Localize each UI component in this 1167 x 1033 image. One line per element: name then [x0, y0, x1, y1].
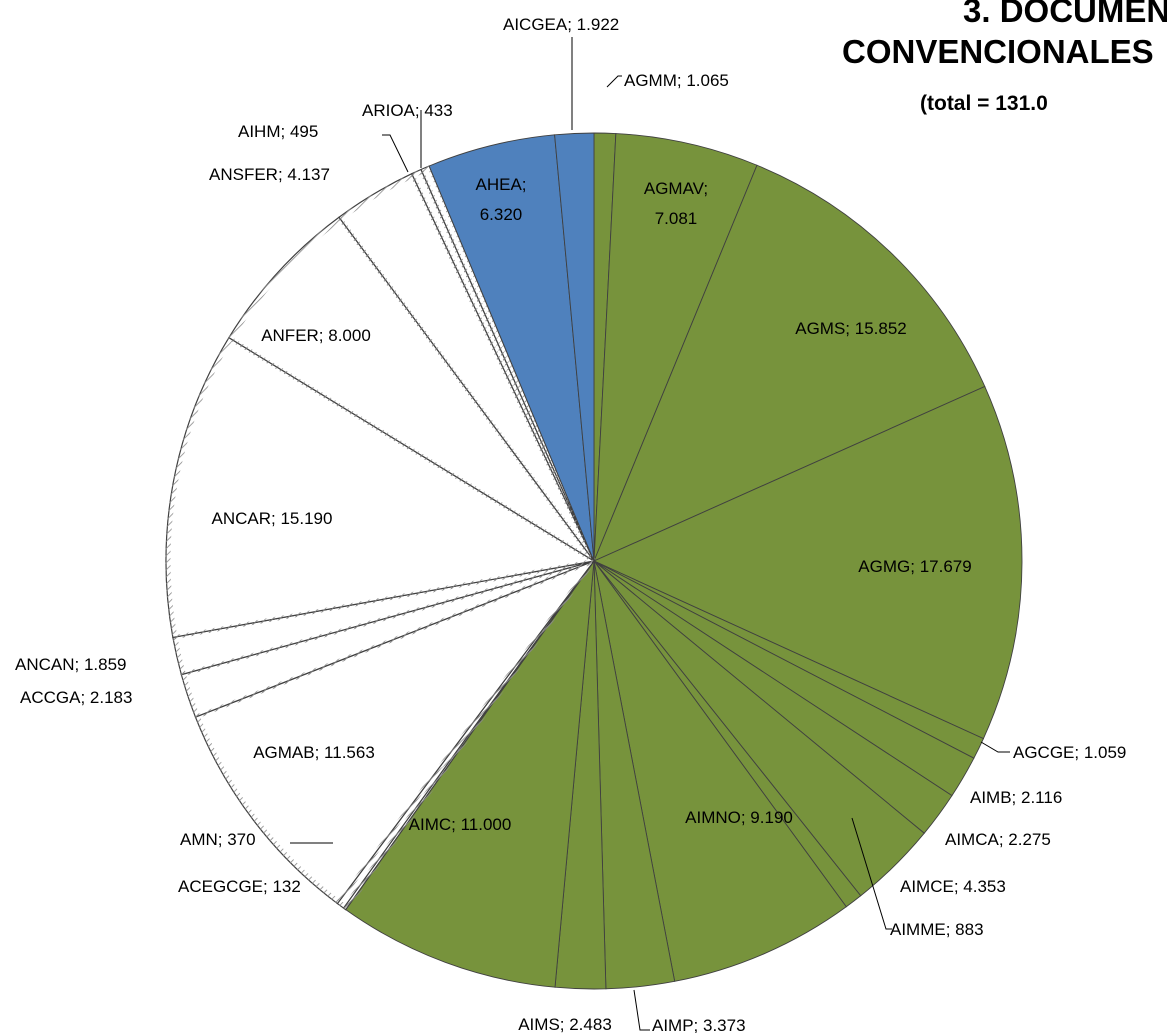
slice-label-aimp: AIMP; 3.373: [652, 1016, 746, 1033]
slice-label-aimce: AIMCE; 4.353: [900, 877, 1006, 896]
slice-label-agmm: AGMM; 1.065: [624, 71, 729, 90]
leader-line-agcge: [980, 741, 1010, 753]
slice-label-agmav: AGMAV; 7.081: [644, 179, 708, 228]
slice-label-ancan: ANCAN; 1.859: [15, 655, 127, 674]
pie-slice-aicgea: [554, 132, 595, 562]
pie-slice-aimno: [593, 560, 847, 982]
slice-label-agmg: AGMG; 17.679: [858, 557, 971, 576]
slice-edge-hatch-anfer-0: [227, 335, 596, 563]
slice-hatch-ancar: [165, 337, 233, 638]
pie-slice-agmg: [592, 385, 1023, 740]
slice-labels: AGMM; 1.065 AGMAV; 7.081 AGMS; 15.852 AGMG; …: [15, 15, 1126, 1033]
slice-edge-hatch-ancar-0: [172, 559, 595, 640]
slice-label-acegcge: ACEGCGE; 132: [178, 877, 301, 896]
slice-label-aimno: AIMNO; 9.190: [685, 808, 793, 827]
pie-slices: [165, 132, 1023, 990]
slice-label-aimca: AIMCA; 2.275: [945, 830, 1051, 849]
slice-label-ansfer: ANSFER; 4.137: [209, 165, 330, 184]
chart-title-line-2: CONVENCIONALES: [842, 33, 1154, 70]
slice-edge-hatch-ancan-0: [180, 559, 595, 677]
slice-label-aicgea: AICGEA; 1.922: [503, 15, 619, 34]
slice-hatch-ansfer: [338, 173, 414, 221]
leader-line-aihm: [382, 134, 409, 173]
slice-label-aimc: AIMC; 11.000: [409, 815, 512, 834]
pie-slice-aimc: [345, 559, 595, 988]
slice-label-amn: AMN; 370: [180, 830, 256, 849]
slice-label-aims: AIMS; 2.483: [518, 1015, 612, 1033]
slice-hatch-agmab: [195, 715, 341, 904]
slice-label-arioa: ARIOA; 433: [362, 101, 453, 120]
slice-label-ahea: AHEA; 6.320: [475, 175, 526, 224]
leader-line-aimp: [633, 989, 650, 1031]
pie-slice-agms: [593, 164, 986, 562]
leader-line-agmm: [606, 75, 622, 88]
leader-line-aimme: [851, 817, 892, 930]
slice-label-anfer: ANFER; 8.000: [261, 326, 371, 345]
slice-edge-hatch-ansfer-0: [337, 216, 596, 563]
slice-label-aimme: AIMME; 883: [890, 920, 984, 939]
slice-label-agms: AGMS; 15.852: [795, 319, 907, 338]
slice-edge-hatch-agmab-0: [335, 559, 596, 905]
slice-label-agcge: AGCGE; 1.059: [1013, 743, 1126, 762]
leader-lines: [290, 37, 1010, 1031]
slice-label-ancar: ANCAR; 15.190: [212, 509, 333, 528]
slice-label-aihm: AIHM; 495: [238, 122, 318, 141]
slice-label-accga: ACCGA; 2.183: [20, 688, 132, 707]
slice-hatch-anfer: [228, 216, 342, 341]
chart-title-line-1: 3. DOCUMENTOS: [963, 0, 1167, 29]
slice-label-agmab: AGMAB; 11.563: [253, 743, 375, 762]
pie-slice-agmav: [593, 133, 758, 562]
slice-edge-hatch-accga-0: [194, 559, 595, 719]
chart-subtitle: (total = 131.0: [920, 92, 1048, 115]
slice-label-aimb: AIMB; 2.116: [970, 788, 1062, 807]
